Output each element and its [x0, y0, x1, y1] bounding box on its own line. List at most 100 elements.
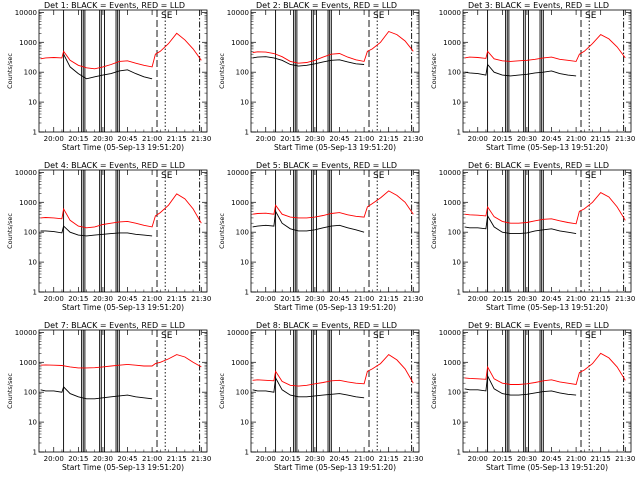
events-series-line	[464, 214, 577, 235]
y-axis-label: Counts/sec	[6, 373, 14, 409]
x-tick-label: 20:15	[280, 295, 300, 303]
y-tick-label: 1	[245, 129, 249, 137]
x-tick-label: 20:15	[68, 135, 88, 143]
x-tick-label: 20:00	[44, 135, 64, 143]
x-tick-label: 20:45	[541, 295, 561, 303]
x-tick-label: 21:00	[142, 455, 162, 463]
y-tick-label: 10000	[439, 9, 461, 17]
x-tick-label: 21:30	[191, 455, 211, 463]
y-tick-label: 10	[28, 99, 37, 107]
x-tick-label: 20:00	[256, 455, 276, 463]
y-axis-label: Counts/sec	[218, 53, 226, 89]
x-tick-label: 21:30	[615, 295, 635, 303]
y-tick-label: 1	[457, 289, 461, 297]
panel-det-8: Det 8: BLACK = Events, RED = LLD 1 10 100 10…	[218, 321, 423, 472]
x-tick-label: 20:00	[468, 135, 488, 143]
x-tick-label: 20:45	[117, 295, 137, 303]
x-tick-label: 21:00	[142, 295, 162, 303]
y-tick-label: 10	[452, 259, 461, 267]
x-tick-label: 20:15	[68, 295, 88, 303]
lld-series-line	[40, 32, 202, 70]
x-tick-label: 21:30	[615, 455, 635, 463]
x-tick-label: 20:30	[305, 135, 325, 143]
x-tick-label: 21:00	[142, 135, 162, 143]
panel-title: Det 7: BLACK = Events, RED = LLD	[44, 321, 185, 330]
y-tick-label: 10	[240, 419, 249, 427]
events-series-line	[252, 376, 365, 399]
y-tick-label: 100	[236, 229, 249, 237]
x-tick-label: 21:30	[615, 135, 635, 143]
x-tick-label: 20:15	[492, 135, 512, 143]
plot-frame	[250, 169, 420, 293]
x-tick-label: 20:15	[68, 455, 88, 463]
y-tick-label: 10	[452, 419, 461, 427]
x-tick-label: 20:45	[329, 455, 349, 463]
x-tick-label: 20:30	[93, 455, 113, 463]
x-tick-label: 20:45	[329, 135, 349, 143]
saa-marker-label: SE	[373, 11, 385, 21]
saa-marker-label: SE	[373, 171, 385, 181]
events-series-line	[40, 225, 153, 237]
y-tick-label: 1000	[443, 199, 461, 207]
saa-marker-label: SE	[161, 331, 173, 341]
x-axis-label: Start Time (05-Sep-13 19:51:20)	[486, 463, 608, 472]
y-tick-label: 10000	[227, 169, 249, 177]
x-tick-label: 21:00	[354, 135, 374, 143]
saa-marker-label: SE	[585, 11, 597, 21]
panel-det-6: Det 6: BLACK = Events, RED = LLD 1 10 100 10…	[430, 161, 635, 312]
x-tick-label: 20:30	[517, 135, 537, 143]
x-tick-label: 20:00	[256, 135, 276, 143]
x-axis-label: Start Time (05-Sep-13 19:51:20)	[274, 303, 396, 312]
plot-frame	[38, 9, 208, 133]
x-tick-label: 21:00	[566, 455, 586, 463]
events-series-line	[40, 386, 153, 400]
panel-title: Det 8: BLACK = Events, RED = LLD	[256, 321, 397, 330]
plot-frame	[462, 329, 632, 453]
events-series-line	[252, 209, 365, 233]
events-series-line	[63, 53, 153, 80]
x-axis-label: Start Time (05-Sep-13 19:51:20)	[62, 143, 184, 152]
x-axis-label: Start Time (05-Sep-13 19:51:20)	[62, 463, 184, 472]
y-tick-label: 10	[240, 259, 249, 267]
y-tick-label: 1	[457, 129, 461, 137]
x-tick-label: 20:30	[305, 295, 325, 303]
y-tick-label: 100	[448, 229, 461, 237]
y-tick-label: 10000	[227, 9, 249, 17]
x-tick-label: 21:00	[566, 135, 586, 143]
x-tick-label: 21:15	[379, 455, 399, 463]
x-tick-label: 20:45	[329, 295, 349, 303]
plot-frame	[38, 329, 208, 453]
plot-frame	[462, 9, 632, 133]
y-tick-label: 100	[448, 69, 461, 77]
panel-det-3: Det 3: BLACK = Events, RED = LLD 1 10 100 10…	[430, 1, 635, 152]
y-tick-label: 10	[240, 99, 249, 107]
x-axis-label: Start Time (05-Sep-13 19:51:20)	[486, 303, 608, 312]
x-tick-label: 21:30	[403, 135, 423, 143]
plot-frame	[462, 169, 632, 293]
y-tick-label: 1	[33, 289, 37, 297]
x-tick-label: 20:00	[468, 455, 488, 463]
y-tick-label: 1000	[19, 359, 37, 367]
y-tick-label: 10000	[15, 169, 37, 177]
saa-marker-label: SE	[373, 331, 385, 341]
y-tick-label: 1	[457, 449, 461, 457]
x-tick-label: 20:45	[117, 455, 137, 463]
panel-title: Det 2: BLACK = Events, RED = LLD	[256, 1, 397, 10]
x-tick-label: 20:30	[93, 295, 113, 303]
y-axis-label: Counts/sec	[430, 373, 438, 409]
x-tick-label: 21:15	[591, 135, 611, 143]
x-tick-label: 21:30	[403, 295, 423, 303]
saa-marker-label: SE	[585, 171, 597, 181]
lld-series-line	[252, 30, 414, 64]
y-tick-label: 10	[28, 259, 37, 267]
x-tick-label: 21:15	[167, 135, 187, 143]
panel-det-2: Det 2: BLACK = Events, RED = LLD 1 10 100 10…	[218, 1, 423, 152]
y-tick-label: 1000	[231, 39, 249, 47]
x-tick-label: 20:00	[256, 295, 276, 303]
panel-title: Det 5: BLACK = Events, RED = LLD	[256, 161, 397, 170]
panel-title: Det 3: BLACK = Events, RED = LLD	[468, 1, 609, 10]
x-tick-label: 20:45	[541, 135, 561, 143]
y-tick-label: 1000	[19, 39, 37, 47]
events-series-line	[464, 374, 577, 396]
